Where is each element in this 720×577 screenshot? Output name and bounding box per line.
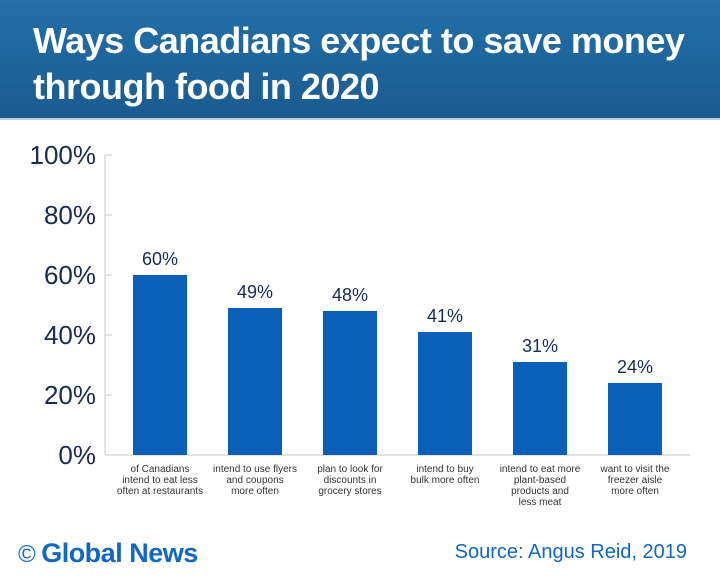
x-tick-label: intend to eat more bbox=[500, 464, 581, 475]
global-news-logo: © Global News bbox=[18, 538, 198, 569]
x-tick-label: more often bbox=[611, 486, 659, 497]
y-tick-label: 40% bbox=[44, 320, 96, 350]
data-label: 48% bbox=[332, 285, 368, 305]
x-tick-label: plan to look for bbox=[317, 464, 383, 475]
bar bbox=[323, 311, 377, 455]
y-tick-label: 80% bbox=[44, 200, 96, 230]
x-tick-label: and coupons bbox=[226, 475, 283, 486]
y-tick-label: 60% bbox=[44, 260, 96, 290]
bar bbox=[228, 308, 282, 455]
x-tick-label: plant-based bbox=[514, 475, 566, 486]
source-note: Source: Angus Reid, 2019 bbox=[454, 541, 687, 563]
bar bbox=[608, 383, 662, 455]
x-tick-label: intend to use flyers bbox=[213, 464, 297, 475]
x-tick-label: bulk more often bbox=[411, 475, 480, 486]
x-tick-label: freezer aisle bbox=[608, 475, 663, 486]
x-tick-label: of Canadians bbox=[131, 464, 190, 475]
bar bbox=[513, 362, 567, 455]
data-label: 60% bbox=[142, 249, 178, 269]
data-label: 49% bbox=[237, 282, 273, 302]
x-tick-label: grocery stores bbox=[318, 486, 381, 497]
x-tick-label: want to visit the bbox=[600, 464, 670, 475]
x-tick-label: less meat bbox=[519, 497, 562, 508]
bar-chart: 0%20%40%60%80%100%60%of Canadiansintend … bbox=[30, 140, 690, 508]
x-tick-label: discounts in bbox=[324, 475, 377, 486]
y-tick-label: 20% bbox=[44, 380, 96, 410]
y-tick-label: 100% bbox=[30, 140, 97, 170]
bar bbox=[133, 275, 187, 455]
y-tick-label: 0% bbox=[58, 440, 96, 470]
logo-text: Global News bbox=[41, 538, 198, 568]
data-label: 24% bbox=[617, 357, 653, 377]
chart-title: Ways Canadians expect to save money thro… bbox=[33, 20, 685, 107]
x-tick-label: often at restaurants bbox=[117, 486, 203, 497]
x-tick-label: intend to eat less bbox=[122, 475, 198, 486]
copyright-icon: © bbox=[18, 541, 36, 568]
header-banner: Ways Canadians expect to save money thro… bbox=[0, 0, 720, 120]
x-tick-label: intend to buy bbox=[416, 464, 473, 475]
data-label: 41% bbox=[427, 306, 463, 326]
bar bbox=[418, 332, 472, 455]
x-tick-label: more often bbox=[231, 486, 279, 497]
data-label: 31% bbox=[522, 336, 558, 356]
x-tick-label: products and bbox=[511, 486, 569, 497]
